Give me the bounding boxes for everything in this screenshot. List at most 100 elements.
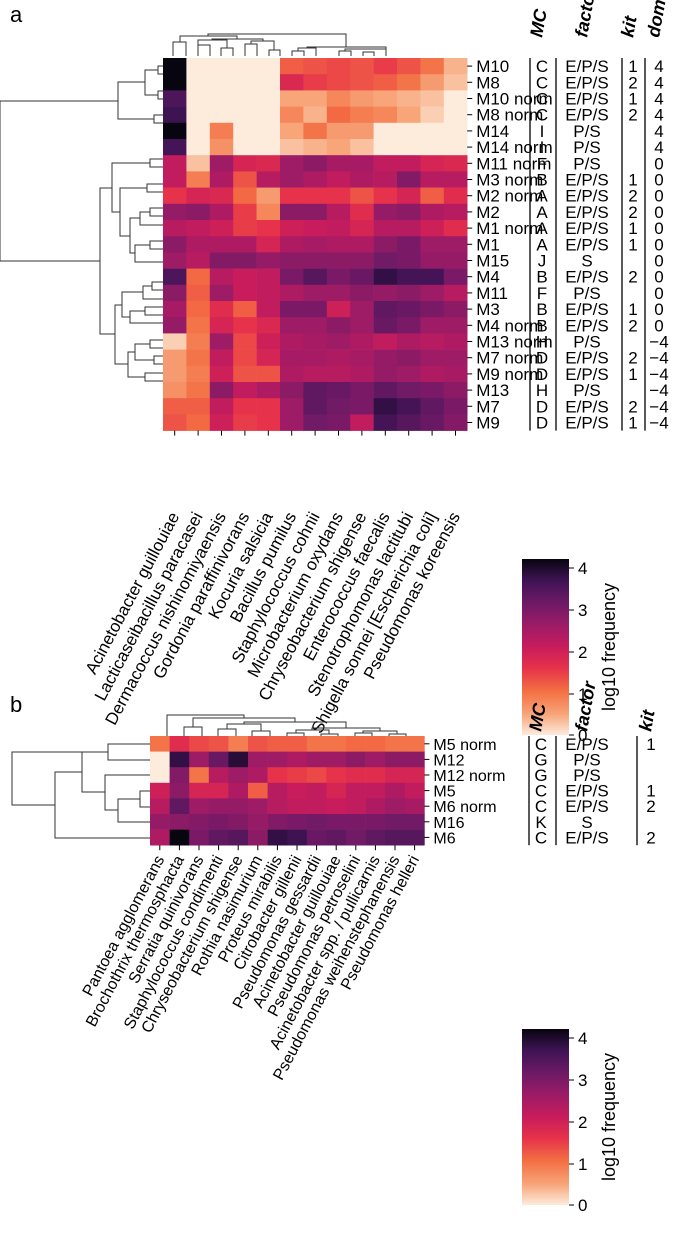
panel-a-heatmap-cell xyxy=(397,365,421,383)
panel-a-heatmap-cell xyxy=(280,122,304,140)
panel-a-heatmap-cell xyxy=(443,333,468,350)
panel-a-heatmap-cell xyxy=(373,301,398,318)
panel-a-heatmap-cell xyxy=(280,284,304,302)
panel-a-row-label: M14 xyxy=(476,122,509,141)
panel-a-heatmap-cell xyxy=(373,203,398,221)
panel-a-heatmap-cell xyxy=(233,301,257,318)
panel-b-heatmap-cell xyxy=(169,798,190,815)
panel-b-heatmap-cell xyxy=(208,782,229,799)
panel-a-heatmap-cell xyxy=(373,414,398,431)
panel-a-heatmap-cell xyxy=(397,187,421,205)
panel-a-annotation-cell: B xyxy=(536,316,547,335)
panel-b-heatmap-cell xyxy=(228,798,249,815)
panel-a-heatmap-cell xyxy=(326,106,351,124)
panel-label-a: a xyxy=(10,2,23,27)
panel-a-heatmap-cell xyxy=(280,317,304,334)
panel-a-heatmap-cell xyxy=(209,58,234,75)
panel-b-heatmap-cell xyxy=(189,736,210,752)
panel-a-heatmap-cell xyxy=(373,268,398,286)
panel-a-heatmap-cell xyxy=(350,365,374,383)
panel-a-annotation-cell: 0 xyxy=(654,300,663,319)
panel-a-heatmap-cell xyxy=(373,317,398,334)
panel-a-annotation-cell: 2 xyxy=(628,316,637,335)
panel-a-heatmap-cell xyxy=(209,220,234,237)
panel-b-heatmap-cell xyxy=(346,829,366,846)
panel-a-heatmap-cell xyxy=(373,187,398,205)
panel-a-annotation-cell: D xyxy=(536,349,548,368)
panel-a-heatmap-cell xyxy=(186,139,211,156)
panel-a-annotation-cell: 0 xyxy=(654,171,663,190)
panel-a-heatmap-cell xyxy=(443,122,468,140)
panel-a-heatmap-cell xyxy=(443,365,468,383)
panel-b-heatmap-cell xyxy=(326,814,347,830)
panel-a-heatmap-cell xyxy=(186,252,211,269)
panel-a-annotation-cell: P/S xyxy=(573,284,600,303)
panel-b-heatmap-cell xyxy=(189,829,210,846)
panel-a-heatmap-cell xyxy=(350,58,374,75)
panel-a-annotation-cell: C xyxy=(536,106,548,125)
panel-a-annotation-cell: J xyxy=(538,252,547,271)
panel-a-heatmap-cell xyxy=(303,398,328,415)
panel-a-annotation-cell: 4 xyxy=(654,57,663,76)
panel-a-heatmap-cell xyxy=(326,365,351,383)
panel-b-heatmap-cell xyxy=(169,782,190,799)
panel-a-heatmap-cell xyxy=(303,74,328,91)
panel-a-heatmap-cell xyxy=(303,333,328,350)
panel-a-heatmap-cell xyxy=(280,58,304,75)
panel-a-column-labels: Acinetobacter guillouiaeLacticaseibacill… xyxy=(82,430,464,736)
panel-a-heatmap-cell xyxy=(443,284,468,302)
panel-a-annotation-cell: −4 xyxy=(649,397,668,416)
panel-a-annotation-cell: 1 xyxy=(628,171,637,190)
panel-b-heatmap-cell xyxy=(169,751,190,768)
panel-a-heatmap-cell xyxy=(163,333,187,350)
panel-a-annotation-cell: A xyxy=(536,235,548,254)
panel-b-heatmap-cell xyxy=(248,736,268,752)
panel-a-heatmap-cell xyxy=(443,106,468,124)
panel-b-heatmap-cell xyxy=(385,829,406,846)
panel-b-heatmap-cell xyxy=(189,814,210,830)
panel-a-heatmap-cell xyxy=(443,139,468,156)
panel-a-heatmap-cell xyxy=(256,187,281,205)
panel-a-heatmap-cell xyxy=(163,203,187,221)
panel-a-annotation-cell: H xyxy=(536,381,548,400)
panel-a-annotation-cell: 1 xyxy=(628,219,637,238)
panel-a-heatmap-cell xyxy=(373,106,398,124)
panel-a-annotation-cell: S xyxy=(581,252,592,271)
panel-a-annotation-cell: 1 xyxy=(628,300,637,319)
panel-b-heatmap-cell xyxy=(346,782,366,799)
panel-a-heatmap-cell xyxy=(397,414,421,431)
panel-a-heatmap-cell xyxy=(420,268,445,286)
panel-a-heatmap-cell xyxy=(256,203,281,221)
panel-b-heatmap-cell xyxy=(385,798,406,815)
panel-b-heatmap-cell xyxy=(228,829,249,846)
panel-a-heatmap-cell xyxy=(420,220,445,237)
panel-a-heatmap-cell xyxy=(397,74,421,91)
panel-a-heatmap-cell xyxy=(256,171,281,188)
panel-a-heatmap-cell xyxy=(373,333,398,350)
panel-a-row-label: M8 xyxy=(476,73,500,92)
panel-b-heatmap-cell xyxy=(287,736,308,752)
panel-a-heatmap-cell xyxy=(303,122,328,140)
panel-b-heatmap-cell xyxy=(150,798,170,815)
panel-b-heatmap-cell xyxy=(404,829,425,846)
panel-a-heatmap-cell xyxy=(186,268,211,286)
panel-a-annotation-cell: 1 xyxy=(628,235,637,254)
panel-a-heatmap-cell xyxy=(209,252,234,269)
panel-a-heatmap-cell xyxy=(397,155,421,172)
panel-a-heatmap-cell xyxy=(209,414,234,431)
panel-a-heatmap-cell xyxy=(186,122,211,140)
panel-a-heatmap-cell xyxy=(443,187,468,205)
panel-a-colorbar-tick: 4 xyxy=(578,559,587,578)
panel-a-heatmap-cell xyxy=(186,171,211,188)
panel-b-heatmap-cell xyxy=(306,814,327,830)
panel-b-heatmap-cell xyxy=(306,751,327,768)
panel-a-heatmap-cell xyxy=(373,58,398,75)
panel-a-heatmap-cell xyxy=(280,398,304,415)
panel-b-heatmap-cell xyxy=(248,814,268,830)
panel-a-heatmap-cell xyxy=(326,58,351,75)
panel-a-annotation-cell: B xyxy=(536,171,547,190)
panel-a-heatmap-cell xyxy=(209,398,234,415)
panel-a-heatmap-cell xyxy=(373,90,398,107)
panel-a-heatmap-cell xyxy=(186,155,211,172)
panel-a-heatmap-cell xyxy=(209,301,234,318)
